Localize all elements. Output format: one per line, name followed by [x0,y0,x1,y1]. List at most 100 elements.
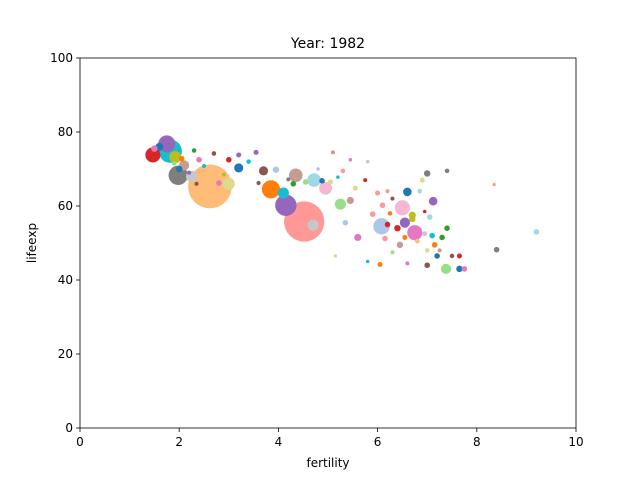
scatter-point [319,181,332,195]
scatter-point [426,214,433,220]
scatter-point [363,178,368,183]
scatter-point [340,168,346,174]
scatter-point [222,177,235,190]
scatter-point [201,164,207,169]
scatter-point [169,151,182,164]
scatter-point [382,235,388,242]
scatter-point [417,188,423,194]
y-tick-label: 60 [58,199,73,213]
scatter-point [216,180,222,186]
x-tick-label: 0 [76,435,84,449]
scatter-point [194,181,199,186]
scatter-point [399,217,410,228]
scatter-point [405,261,410,266]
scatter-point [369,211,376,217]
scatter-point [226,156,232,163]
scatter-point [145,147,161,163]
scatter-point [334,198,346,210]
scatter-point [422,231,428,237]
x-tick-label: 10 [568,435,583,449]
x-tick-label: 8 [473,435,481,449]
scatter-point [188,164,232,209]
scatter-point [348,157,353,162]
scatter-point [444,225,450,231]
y-axis-label: lifeexp [25,223,39,263]
scatter-point [379,202,386,209]
scatter-point [419,177,425,183]
scatter-point [439,234,445,241]
y-tick-label: 100 [50,51,73,65]
scatter-point [365,159,370,164]
scatter-point [346,196,354,205]
scatter-point [403,187,412,197]
scatter-point [396,241,404,249]
scatter-point [256,181,261,186]
scatter-point [253,149,259,155]
scatter-point [275,194,297,216]
scatter-point [178,155,185,162]
scatter-point [431,242,438,248]
scatter-point [409,215,416,223]
scatter-point [221,172,226,177]
scatter-point [288,168,303,183]
scatter-point [407,225,423,241]
scatter-point [424,248,430,253]
scatter-point [437,248,442,253]
y-axis-ticks: 0 20 40 60 80 100 [50,51,80,435]
scatter-point [390,250,395,255]
scatter-point [365,259,370,264]
scatter-point [234,163,244,173]
scatter-point [424,262,430,268]
scatter-point [444,168,450,174]
scatter-point [327,179,333,185]
scatter-point [286,177,291,182]
scatter-point [246,159,251,164]
scatter-point [422,209,427,214]
scatter-point [385,189,390,194]
scatter-point [330,150,335,155]
scatter-point [191,148,197,153]
plot-area [79,57,577,429]
scatter-point [492,182,496,187]
scatter-point [261,180,281,199]
scatter-point [429,232,435,239]
scatter-point [168,165,188,185]
scatter-point [258,166,269,176]
scatter-point [316,167,320,171]
scatter-point [449,253,455,259]
scatter-point [277,187,289,199]
scatter-point [302,179,309,185]
y-tick-label: 20 [58,347,73,361]
x-tick-label: 2 [175,435,183,449]
scatter-point [375,190,381,196]
scatter-point [428,196,438,206]
scatter-point [151,145,158,152]
scatter-point [307,219,319,231]
x-tick-label: 4 [275,435,283,449]
scatter-point [354,233,362,242]
scatter-point [373,218,390,235]
scatter-point [211,151,217,156]
scatter-point [456,265,463,273]
y-tick-label: 80 [58,125,73,139]
scatter-point [415,238,420,244]
scatter-point [290,181,297,187]
scatter-point [390,196,395,201]
scatter-point [196,156,202,163]
scatter-point [394,224,401,232]
scatter-point [272,166,280,173]
scatter-point [384,221,391,228]
scatter-point [493,246,500,253]
scatter-point [307,173,321,187]
scatter-point [456,253,462,259]
scatter-point [333,254,338,258]
y-tick-label: 40 [58,273,73,287]
data-points [145,135,540,274]
scatter-point [423,170,431,177]
chart-title: Year: 1982 [290,36,365,52]
scatter-point [461,266,468,272]
scatter-point [187,170,192,175]
scatter-point [377,261,383,267]
scatter-point [434,253,440,259]
